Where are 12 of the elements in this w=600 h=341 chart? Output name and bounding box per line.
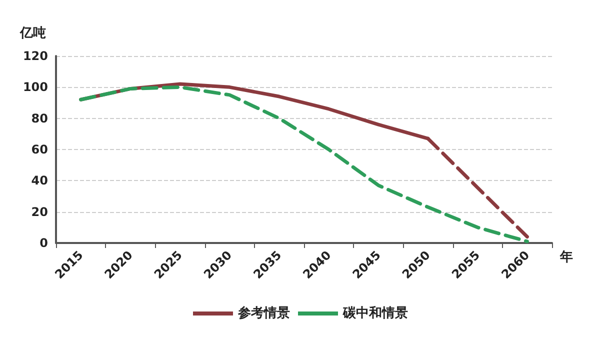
y-tick-label: 40 (31, 174, 48, 188)
line-series (79, 85, 529, 244)
legend-label: 参考情景 (237, 305, 290, 321)
y-tick-label: 0 (40, 236, 48, 250)
y-tick-label: 100 (22, 80, 48, 94)
y-tick-label: 80 (31, 111, 48, 126)
legend-label: 碳中和情景 (342, 305, 408, 321)
y-tick-label: 20 (31, 204, 48, 219)
y-axis-title: 亿吨 (19, 26, 46, 41)
y-tick-label: 60 (31, 142, 48, 156)
y-tick-label: 120 (22, 49, 48, 63)
x-axis-title: 年 (559, 250, 573, 265)
